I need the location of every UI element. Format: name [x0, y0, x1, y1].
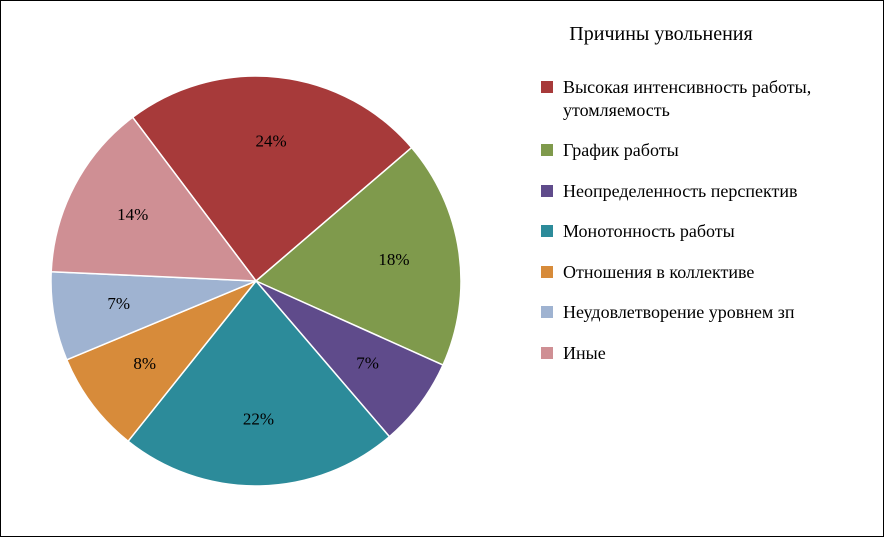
legend-swatch [541, 306, 553, 318]
legend-swatch [541, 347, 553, 359]
slice-label: 8% [133, 354, 156, 373]
legend-swatch [541, 266, 553, 278]
chart-title: Причины увольнения [461, 23, 861, 46]
slice-label: 24% [256, 131, 287, 150]
legend-item: Отношения в коллективе [541, 261, 861, 284]
legend-item: Неопределенность перспектив [541, 180, 861, 203]
legend-label: Неопределенность перспектив [563, 180, 798, 203]
legend-swatch [541, 185, 553, 197]
legend: Высокая интенсивность работы, утомляемос… [541, 76, 861, 382]
legend-label: Высокая интенсивность работы, утомляемос… [563, 76, 843, 121]
legend-label: Неудовлетворение уровнем зп [563, 301, 795, 324]
legend-label: Отношения в коллективе [563, 261, 754, 284]
legend-item: Иные [541, 342, 861, 365]
slice-label: 18% [378, 250, 409, 269]
slice-label: 14% [117, 205, 148, 224]
legend-item: Высокая интенсивность работы, утомляемос… [541, 76, 861, 121]
pie-chart: 24% 18% 7% 22% 8% 7% 14% [36, 61, 476, 501]
legend-label: График работы [563, 139, 679, 162]
slice-label: 7% [356, 353, 379, 372]
legend-swatch [541, 225, 553, 237]
legend-item: Монотонность работы [541, 220, 861, 243]
legend-label: Монотонность работы [563, 220, 735, 243]
legend-swatch [541, 81, 553, 93]
pie-svg: 24% 18% 7% 22% 8% 7% 14% [36, 61, 476, 501]
slice-label: 7% [107, 294, 130, 313]
legend-item: График работы [541, 139, 861, 162]
chart-frame: Причины увольнения 24% 18% 7% 22% 8% 7% 14% Вы… [0, 0, 884, 537]
slice-label: 22% [243, 409, 274, 428]
legend-swatch [541, 144, 553, 156]
legend-item: Неудовлетворение уровнем зп [541, 301, 861, 324]
legend-label: Иные [563, 342, 606, 365]
